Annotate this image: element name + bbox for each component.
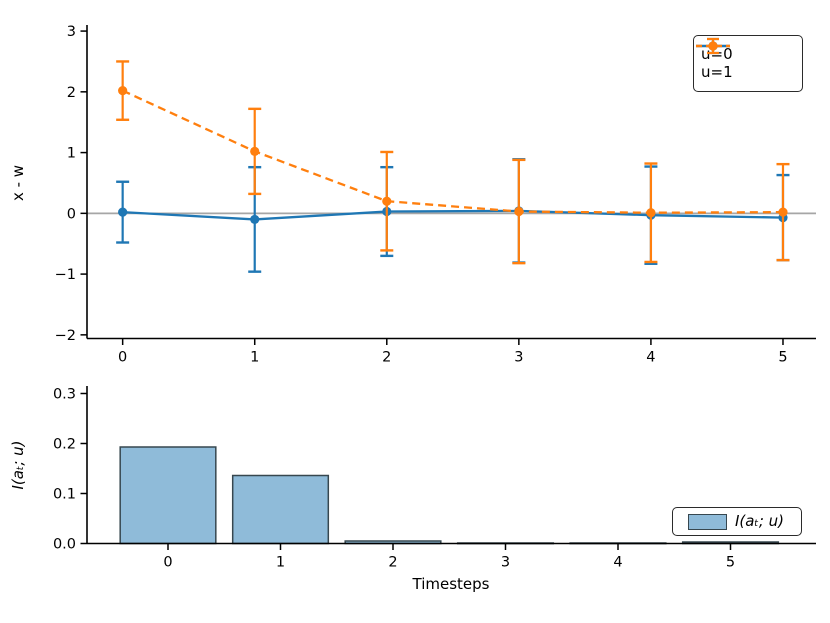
legend-label-mutual-information: I(aₜ; u): [734, 512, 785, 530]
top-legend: u=0 u=1: [693, 35, 803, 92]
series-u0-marker: [118, 207, 128, 217]
series-u0-marker: [250, 214, 260, 225]
bottom-x-tick-label: 5: [726, 555, 735, 571]
series-u0-line: [122, 209, 784, 221]
top-y-tick-label: 1: [67, 146, 76, 162]
series-u1-marker: [646, 208, 656, 218]
bottom-y-tick-label: 0.3: [53, 387, 76, 403]
top-y-tick-label: −2: [55, 328, 76, 344]
bottom-x-tick-label: 0: [163, 555, 172, 571]
bottom-y-tick-label: 0.0: [53, 537, 76, 553]
bar-swatch-icon: [687, 513, 727, 530]
series-u1-line: [122, 89, 783, 214]
top-y-tick-label: −1: [55, 267, 76, 283]
bottom-x-tick-label: 4: [613, 555, 622, 571]
bottom-y-tick-label: 0.2: [53, 437, 76, 453]
series-u1-marker: [118, 86, 128, 96]
top-x-tick-label: 4: [646, 350, 655, 366]
top-y-axis-label: x - w: [9, 164, 27, 202]
series-u1-marker: [382, 196, 392, 206]
x-axis-label: Timesteps: [412, 575, 490, 593]
top-x-tick-label: 1: [250, 350, 259, 366]
bottom-y-tick-label: 0.1: [53, 487, 76, 503]
bottom-x-tick-label: 1: [276, 555, 285, 571]
top-y-tick-label: 0: [67, 206, 76, 222]
series-u1-marker: [250, 146, 260, 156]
bar-1: [231, 474, 330, 545]
bottom-y-axis-label: I(aₜ; u): [9, 440, 27, 490]
top-x-tick-label: 3: [514, 350, 523, 366]
series-u1-marker: [778, 207, 788, 217]
top-x-tick-label: 0: [118, 350, 127, 366]
top-x-tick-label: 2: [382, 350, 391, 366]
errorbar-glyph-orange-icon: [696, 37, 730, 55]
legend-entry-u1: u=1: [696, 37, 793, 81]
legend-label-u1: u=1: [701, 63, 733, 81]
series-u1-marker: [514, 206, 524, 217]
bottom-x-tick-label: 3: [501, 555, 510, 571]
bottom-legend: I(aₜ; u): [672, 507, 802, 536]
top-y-tick-label: 2: [67, 85, 76, 101]
bottom-x-tick-label: 2: [388, 555, 397, 571]
top-x-tick-label: 5: [778, 350, 787, 366]
bar-0: [119, 446, 217, 545]
top-y-tick-label: 3: [67, 24, 76, 40]
